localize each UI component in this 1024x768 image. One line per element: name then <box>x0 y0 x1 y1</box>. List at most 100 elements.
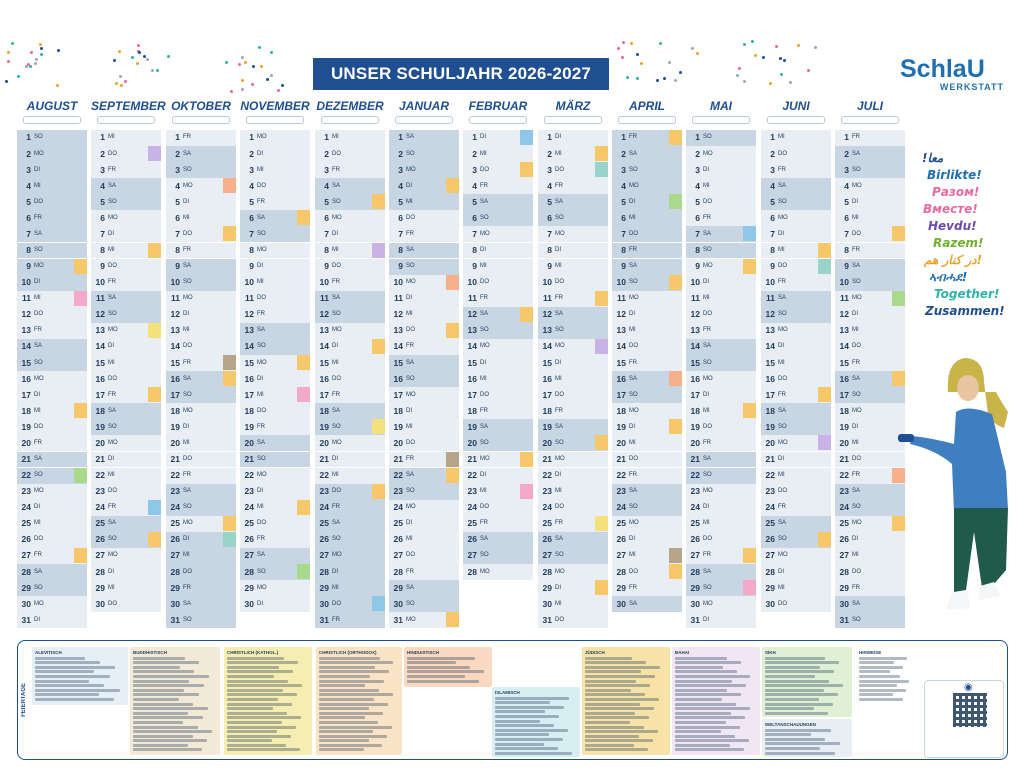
day-cell[interactable]: 7 DI <box>761 226 831 243</box>
day-cell[interactable]: 7 SA <box>17 226 87 243</box>
day-cell[interactable]: 15 SO <box>686 355 756 371</box>
day-cell[interactable]: 15 MI <box>315 355 385 371</box>
day-cell[interactable]: 10 MO <box>389 274 459 291</box>
day-cell[interactable]: 2 DO <box>91 146 161 162</box>
day-cell[interactable]: 13 MI <box>835 322 905 339</box>
day-cell[interactable]: 18 FR <box>538 403 608 420</box>
day-cell[interactable]: 1 MI <box>761 130 831 146</box>
day-cell[interactable]: 21 SO <box>240 451 310 468</box>
month-notes-field[interactable] <box>692 116 750 124</box>
day-cell[interactable]: 26 DO <box>686 531 756 548</box>
day-cell[interactable]: 9 SA <box>835 258 905 275</box>
day-cell[interactable]: 31 FR <box>315 612 385 629</box>
day-cell[interactable]: 3 FR <box>91 162 161 179</box>
day-cell[interactable]: 8 SA <box>389 242 459 259</box>
day-cell[interactable]: 29 SA <box>389 580 459 597</box>
day-cell[interactable]: 29 FR <box>166 580 236 597</box>
day-cell[interactable]: 1 SA <box>389 130 459 146</box>
day-cell[interactable]: 14 DO <box>166 339 236 355</box>
day-cell[interactable]: 3 SO <box>612 162 682 179</box>
day-cell[interactable]: 24 DO <box>538 499 608 516</box>
qr-code-icon[interactable] <box>953 693 987 727</box>
day-cell[interactable]: 21 SA <box>17 451 87 468</box>
day-cell[interactable]: 11 FR <box>538 290 608 307</box>
day-cell[interactable]: 12 DI <box>166 306 236 323</box>
day-cell[interactable]: 31 SO <box>166 612 236 629</box>
day-cell[interactable]: 23 MO <box>17 483 87 500</box>
day-cell[interactable]: 30 MO <box>17 596 87 613</box>
day-cell[interactable]: 7 FR <box>389 226 459 243</box>
day-cell[interactable]: 31 DO <box>538 612 608 629</box>
day-cell[interactable]: 27 MI <box>612 548 682 564</box>
day-cell[interactable]: 8 FR <box>612 242 682 259</box>
day-cell[interactable]: 9 DO <box>761 258 831 275</box>
day-cell[interactable]: 20 MO <box>761 435 831 452</box>
day-cell[interactable]: 15 SA <box>389 355 459 371</box>
month-notes-field[interactable] <box>841 116 899 124</box>
day-cell[interactable]: 16 MI <box>538 371 608 388</box>
day-cell[interactable]: 16 DO <box>761 371 831 388</box>
day-cell[interactable]: 23 DO <box>315 483 385 500</box>
day-cell[interactable]: 15 MO <box>240 355 310 371</box>
day-cell[interactable]: 11 MI <box>17 290 87 307</box>
day-cell[interactable]: 6 MI <box>835 210 905 227</box>
day-cell[interactable]: 20 MI <box>612 435 682 452</box>
day-cell[interactable]: 11 SA <box>761 290 831 307</box>
day-cell[interactable]: 24 SO <box>612 499 682 516</box>
day-cell[interactable]: 19 DO <box>17 419 87 436</box>
day-cell[interactable]: 22 DI <box>538 467 608 484</box>
day-cell[interactable]: 6 MO <box>761 210 831 227</box>
day-cell[interactable]: 27 SA <box>240 548 310 564</box>
day-cell[interactable]: 10 SO <box>166 274 236 291</box>
month-notes-field[interactable] <box>23 116 81 124</box>
day-cell[interactable]: 26 SA <box>463 531 533 548</box>
day-cell[interactable]: 8 MI <box>315 242 385 259</box>
day-cell[interactable]: 6 MI <box>612 210 682 227</box>
day-cell[interactable]: 13 MO <box>761 322 831 339</box>
day-cell[interactable]: 8 DI <box>538 242 608 259</box>
day-cell[interactable]: 26 SO <box>761 531 831 548</box>
day-cell[interactable]: 20 MI <box>835 435 905 452</box>
day-cell[interactable]: 20 SO <box>463 435 533 452</box>
day-cell[interactable]: 12 MI <box>389 306 459 323</box>
day-cell[interactable]: 14 DO <box>835 339 905 355</box>
day-cell[interactable]: 9 MO <box>17 258 87 275</box>
day-cell[interactable]: 10 MI <box>240 274 310 291</box>
day-cell[interactable]: 2 SA <box>835 146 905 162</box>
day-cell[interactable]: 22 MI <box>315 467 385 484</box>
day-cell[interactable]: 10 SO <box>612 274 682 291</box>
day-cell[interactable]: 28 DO <box>166 564 236 580</box>
day-cell[interactable]: 10 DO <box>538 274 608 291</box>
month-notes-field[interactable] <box>767 116 825 124</box>
day-cell[interactable]: 5 SA <box>463 194 533 211</box>
day-cell[interactable]: 24 DI <box>686 499 756 516</box>
day-cell[interactable]: 15 FR <box>166 355 236 371</box>
day-cell[interactable]: 25 MO <box>166 515 236 532</box>
day-cell[interactable]: 21 SA <box>686 451 756 468</box>
day-cell[interactable]: 20 MO <box>91 435 161 452</box>
day-cell[interactable]: 3 SO <box>835 162 905 179</box>
day-cell[interactable]: 18 SA <box>315 403 385 420</box>
day-cell[interactable]: 10 FR <box>91 274 161 291</box>
day-cell[interactable]: 25 SA <box>761 515 831 532</box>
day-cell[interactable]: 19 DI <box>166 419 236 436</box>
day-cell[interactable]: 26 SO <box>91 531 161 548</box>
month-notes-field[interactable] <box>544 116 602 124</box>
day-cell[interactable]: 24 FR <box>315 499 385 516</box>
day-cell[interactable]: 19 SO <box>91 419 161 436</box>
day-cell[interactable]: 2 DI <box>240 146 310 162</box>
day-cell[interactable]: 21 DO <box>612 451 682 468</box>
day-cell[interactable]: 12 DO <box>686 306 756 323</box>
day-cell[interactable]: 14 SA <box>17 339 87 355</box>
day-cell[interactable]: 4 MI <box>686 178 756 195</box>
day-cell[interactable]: 2 DO <box>761 146 831 162</box>
day-cell[interactable]: 28 DO <box>612 564 682 580</box>
day-cell[interactable]: 8 FR <box>835 242 905 259</box>
day-cell[interactable]: 13 SO <box>538 322 608 339</box>
day-cell[interactable]: 21 FR <box>389 451 459 468</box>
day-cell[interactable]: 17 MO <box>389 387 459 404</box>
day-cell[interactable]: 19 DO <box>686 419 756 436</box>
day-cell[interactable]: 16 SA <box>835 371 905 388</box>
day-cell[interactable]: 11 SA <box>91 290 161 307</box>
day-cell[interactable]: 7 MO <box>538 226 608 243</box>
